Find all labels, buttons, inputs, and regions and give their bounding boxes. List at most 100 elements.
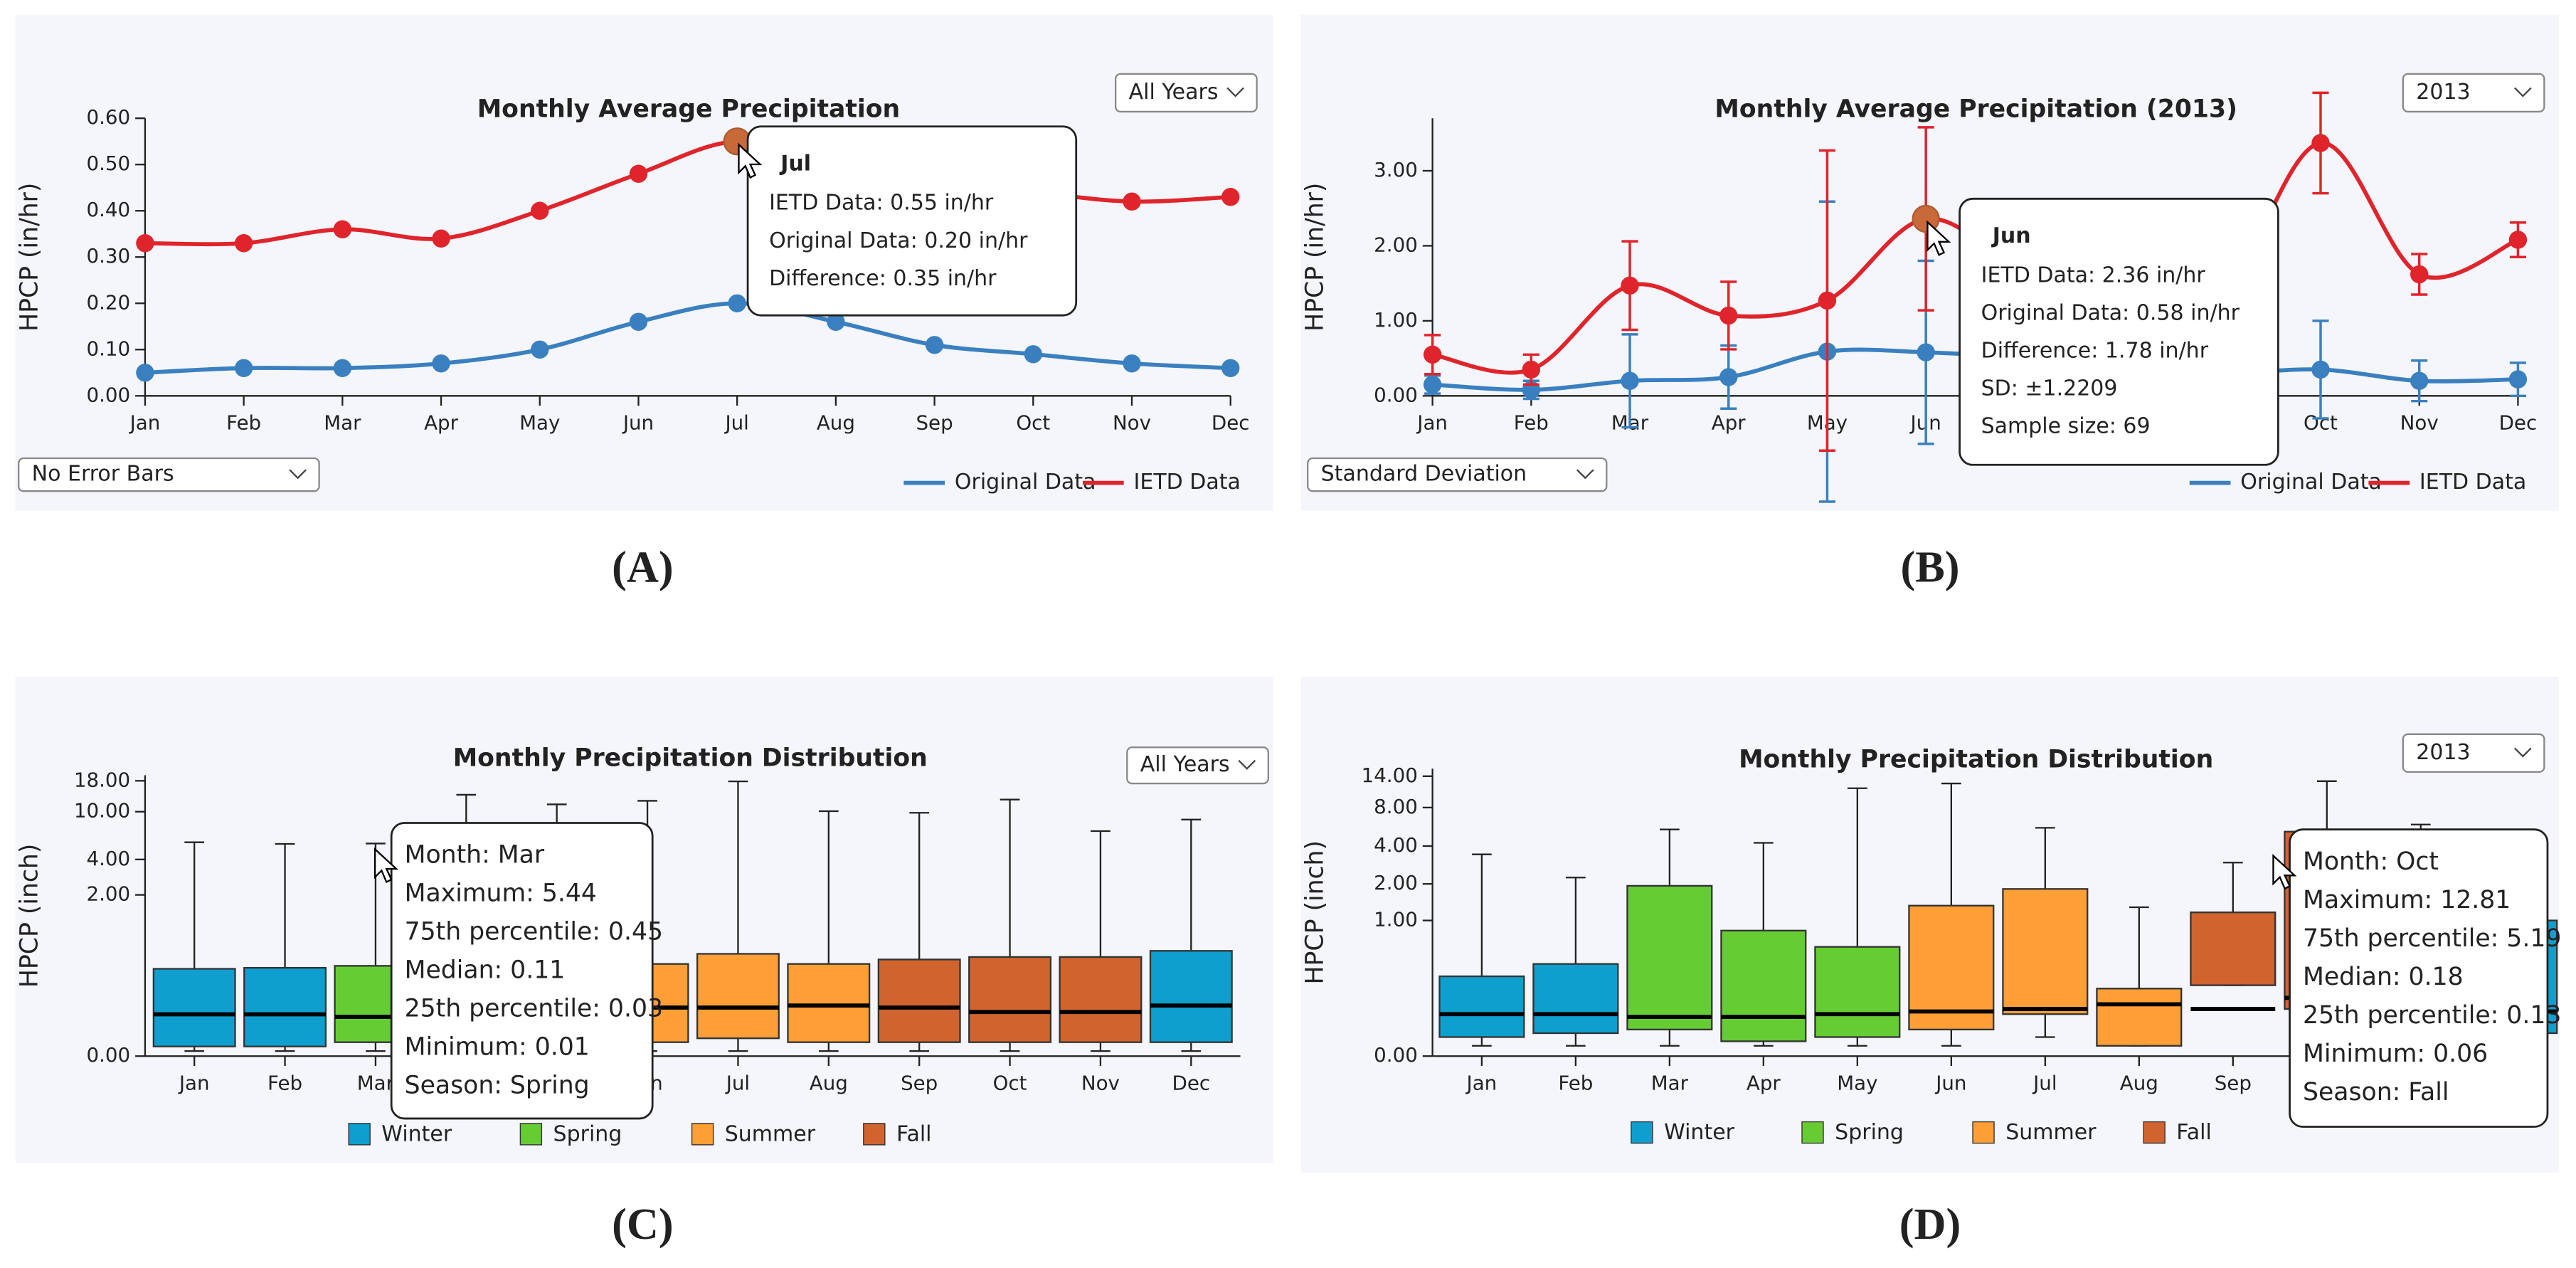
box [152,968,236,1047]
box [696,953,780,1040]
y-axis-label: HPCP (in/hr) [1301,183,1330,332]
x-tick-label: Jun [1934,1071,1966,1094]
cursor [2272,853,2297,890]
x-tick-label: Jul [2032,1071,2057,1094]
series-line [144,301,1231,375]
legend-label: Spring [553,1122,622,1147]
dropdown-box[interactable] [2402,733,2545,773]
data-point [333,359,352,377]
data-point [1621,276,1639,295]
data-point [531,201,549,220]
y-tick-label: 0.00 [86,1043,130,1067]
data-point [1221,188,1240,206]
dropdown[interactable]: 2013 [2402,733,2545,773]
dropdown-arrow[interactable] [2513,87,2532,97]
legend-swatch [348,1123,371,1146]
x-tick-label: May [519,411,560,435]
tooltip-line: Season: Fall [2303,1078,2449,1106]
data-point [2311,134,2330,152]
data-point [1123,354,1141,373]
box [243,966,327,1047]
dropdown-arrow[interactable] [1576,469,1594,480]
x-tick-label: Oct [993,1071,1027,1094]
dropdown[interactable]: No Error Bars [18,457,320,492]
data-point [1221,359,1240,377]
box [968,956,1052,1043]
dropdown-arrow[interactable] [1226,87,1244,97]
legend-label: Winter [381,1122,452,1147]
legend-swatch [1801,1121,1824,1144]
y-tick-label: 14.00 [1362,764,1418,787]
legend-swatch [1972,1121,1995,1144]
dropdown-value[interactable]: Standard Deviation [1321,462,1527,487]
dropdown-box[interactable] [2402,73,2545,113]
tooltip-line: Maximum: 12.81 [2303,886,2511,914]
tooltip-line: IETD Data: 0.55 in/hr [769,191,994,216]
y-tick-label: 0.40 [86,198,130,221]
x-tick-label: Apr [424,411,459,435]
box [2190,912,2276,986]
tooltip-line: 75th percentile: 5.19 [2303,924,2561,953]
tooltip-line: Median: 0.11 [405,956,566,985]
y-tick-label: 4.00 [86,847,130,870]
data-point [2410,371,2429,390]
legend-label: IETD Data [1134,470,1241,495]
dropdown-box[interactable] [1307,457,1608,492]
dropdown-box[interactable] [18,457,320,492]
y-axis-label: HPCP (inch) [1301,840,1330,984]
y-tick-label: 18.00 [74,768,130,791]
dropdown[interactable]: All Years [1114,73,1258,113]
dropdown-box[interactable] [1114,73,1258,113]
data-point [136,364,154,382]
dropdown-box[interactable] [1126,746,1269,785]
tooltip-title: Jul [779,151,811,176]
cursor [373,847,399,884]
x-tick-label: Jan [1465,1071,1498,1094]
legend-swatch [863,1123,886,1146]
dropdown-value[interactable]: All Years [1140,752,1230,777]
x-tick-label: Jan [178,1071,210,1094]
chart-title: Monthly Precipitation Distribution [1739,746,2213,774]
x-tick-label: Aug [2120,1071,2158,1094]
legend-label: Spring [1835,1120,1904,1145]
data-point [1917,343,1935,361]
dropdown-value[interactable]: 2013 [2416,740,2470,765]
dropdown-value[interactable]: No Error Bars [32,462,174,487]
tooltip-line: Minimum: 0.06 [2303,1040,2488,1068]
x-tick-label: Apr [1747,1071,1781,1094]
panel-label: (A) [612,543,674,592]
dropdown[interactable]: 2013 [2402,73,2545,113]
dropdown-value[interactable]: All Years [1129,80,1219,105]
dropdown[interactable]: Standard Deviation [1307,457,1608,492]
box [2096,988,2183,1047]
y-tick-label: 4.00 [1374,833,1418,857]
dropdown-arrow[interactable] [2513,747,2532,758]
x-tick-label: Feb [1514,411,1549,435]
data-point [234,234,253,253]
box [1438,975,1525,1038]
data-point [2311,360,2330,379]
data-point [1719,368,1738,386]
tooltip-line: Difference: 1.78 in/hr [1981,338,2209,363]
legend-swatch [1631,1121,1653,1144]
chart-panel: Monthly Average Precipitation HPCP (in/hr… [15,14,1273,511]
y-tick-label: 0.00 [86,383,130,406]
dropdown-value[interactable]: 2013 [2416,80,2470,105]
tooltip-line: Month: Mar [405,841,545,870]
panel-label: (C) [612,1200,674,1249]
x-tick-label: Jun [622,411,654,435]
x-tick-label: Apr [1712,411,1747,435]
box [1626,884,1713,1031]
legend-label: Original Data [2240,470,2382,495]
dropdown-arrow[interactable] [1238,759,1256,770]
x-tick-label: Mar [1651,1071,1689,1094]
data-point [925,336,944,354]
x-tick-label: Nov [1081,1071,1120,1094]
x-tick-label: Jul [725,1071,750,1094]
tooltip-box [1958,197,2279,466]
data-point [333,220,352,238]
dropdown-arrow[interactable] [289,469,307,480]
dropdown[interactable]: All Years [1126,746,1269,785]
cursor [738,142,763,179]
tooltip-box [390,822,654,1120]
